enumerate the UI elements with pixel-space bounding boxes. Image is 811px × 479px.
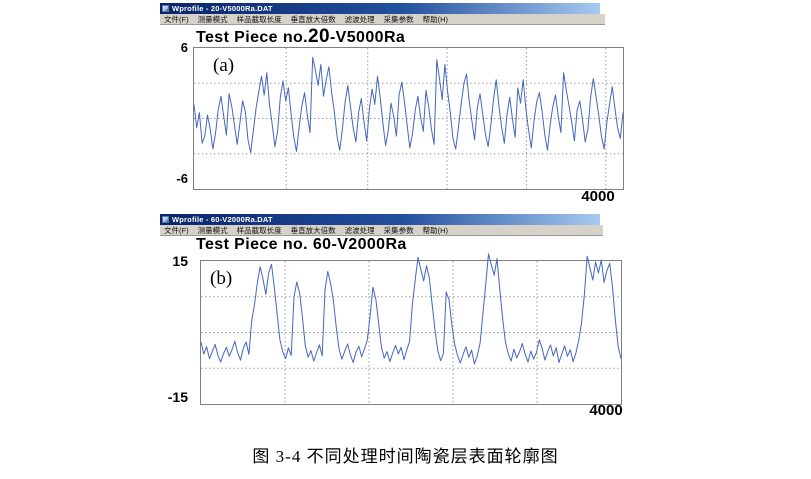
wprofile-app-icon[interactable]: [162, 5, 169, 12]
menu-acquisition-params[interactable]: 采集参数: [383, 14, 414, 24]
menu-measure-mode[interactable]: 测量模式: [197, 225, 228, 235]
chart2-ymin-label: -15: [167, 389, 188, 405]
chart2-profile-line: [200, 253, 622, 404]
window1-title: Wprofile - 20-V5000Ra.DAT: [172, 4, 273, 13]
menu-vertical-magnification[interactable]: 垂直放大倍数: [290, 14, 336, 24]
chart1-title: Test Piece no.20-V5000Ra: [196, 26, 406, 47]
menu-sample-length[interactable]: 样品截取长度: [236, 225, 282, 235]
menu-filter[interactable]: 滤波处理: [344, 14, 375, 24]
chart1-xmax-label: 4000: [581, 188, 615, 205]
chart1-panel-label: (a): [213, 55, 235, 76]
figure-caption: 图 3-4 不同处理时间陶瓷层表面轮廓图: [252, 447, 559, 466]
menu-file[interactable]: 文件(F): [164, 225, 189, 235]
chart2-plot-area: [200, 253, 622, 405]
wprofile-app-icon[interactable]: [162, 216, 169, 223]
chart1-profile-line: [193, 48, 624, 189]
chart1-ymax-label: 6: [180, 40, 188, 55]
chart2-title: Test Piece no. 60-V2000Ra: [196, 236, 407, 253]
chart1-plot-area: [193, 47, 624, 190]
window1-titlebar[interactable]: Wprofile - 20-V5000Ra.DAT: [160, 3, 600, 14]
chart1-ymin-label: -6: [176, 171, 188, 186]
menu-measure-mode[interactable]: 测量模式: [197, 14, 228, 24]
window2-menubar: 文件(F) 测量模式 样品截取长度 垂直放大倍数 滤波处理 采集参数 帮助(H): [160, 225, 603, 236]
menu-acquisition-params[interactable]: 采集参数: [383, 225, 414, 235]
menu-file[interactable]: 文件(F): [164, 14, 189, 24]
chart2-panel-label: (b): [210, 268, 233, 289]
menu-vertical-magnification[interactable]: 垂直放大倍数: [290, 225, 336, 235]
chart2-ymax-label: 15: [172, 253, 188, 269]
menu-help[interactable]: 帮助(H): [422, 225, 448, 235]
window1-menubar: 文件(F) 测量模式 样品截取长度 垂直放大倍数 滤波处理 采集参数 帮助(H): [160, 14, 605, 25]
menu-help[interactable]: 帮助(H): [422, 14, 448, 24]
menu-sample-length[interactable]: 样品截取长度: [236, 14, 282, 24]
menu-filter[interactable]: 滤波处理: [344, 225, 375, 235]
window2-title: Wprofile - 60-V2000Ra.DAT: [172, 215, 273, 224]
chart2-xmax-label: 4000: [589, 402, 623, 419]
window2-titlebar[interactable]: Wprofile - 60-V2000Ra.DAT: [160, 214, 600, 225]
